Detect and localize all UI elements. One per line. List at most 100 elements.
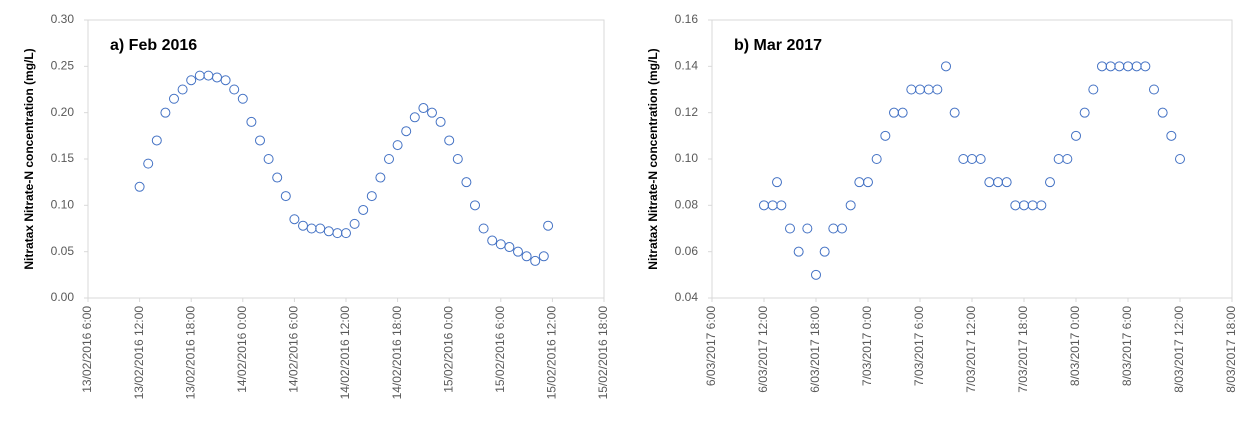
data-point: [915, 84, 925, 95]
data-point: [409, 112, 420, 123]
data-point: [495, 239, 506, 250]
data-point: [229, 84, 240, 95]
data-point: [151, 135, 162, 146]
y-tick-label: 0.30: [51, 12, 75, 26]
data-point: [478, 223, 489, 234]
data-point: [845, 200, 856, 211]
data-point: [169, 93, 179, 104]
data-point: [897, 107, 908, 118]
data-point: [889, 107, 899, 118]
data-point: [1071, 130, 1081, 141]
data-point: [306, 223, 317, 234]
data-point: [543, 220, 554, 231]
y-tick-label: 0.25: [51, 59, 75, 73]
data-point: [194, 70, 205, 81]
data-point: [1166, 130, 1177, 141]
data-point: [854, 177, 865, 188]
data-point: [418, 103, 429, 114]
data-point: [1105, 61, 1116, 72]
y-tick-label: 0.05: [51, 244, 75, 258]
data-point: [1027, 200, 1038, 211]
data-point: [767, 200, 778, 211]
data-point: [504, 242, 515, 253]
data-point: [280, 191, 291, 202]
data-point: [967, 154, 977, 164]
data-point: [177, 84, 188, 95]
data-point: [906, 84, 917, 95]
data-point: [470, 200, 480, 211]
data-point: [1157, 107, 1168, 118]
x-tick-label: 7/03/2017 0:00: [860, 306, 874, 386]
data-point: [932, 84, 943, 95]
data-point: [958, 154, 969, 164]
x-tick-label: 8/03/2017 18:00: [1224, 306, 1238, 393]
x-tick-label: 6/03/2017 6:00: [704, 306, 718, 386]
y-tick-label: 0.10: [51, 198, 75, 212]
data-point: [1097, 61, 1107, 72]
data-point: [871, 154, 882, 164]
data-point: [401, 126, 412, 137]
data-point: [461, 177, 472, 188]
data-point: [993, 177, 1003, 188]
data-point: [521, 251, 532, 262]
data-point: [143, 158, 154, 169]
data-point: [220, 75, 231, 86]
x-tick-label: 8/03/2017 12:00: [1172, 306, 1186, 393]
x-tick-label: 15/02/2016 18:00: [596, 306, 610, 400]
data-point: [203, 70, 214, 81]
x-tick-label: 14/02/2016 18:00: [390, 306, 404, 400]
data-point: [289, 214, 300, 225]
y-tick-label: 0.00: [51, 290, 75, 304]
data-point: [1062, 154, 1073, 164]
data-point: [452, 154, 463, 164]
data-point: [880, 130, 891, 141]
data-point: [1001, 177, 1012, 188]
data-point: [1175, 154, 1185, 164]
plot-frame: [711, 19, 1233, 299]
x-tick-label: 13/02/2016 18:00: [183, 306, 197, 400]
data-point: [332, 228, 343, 239]
data-point: [1131, 61, 1142, 72]
panel-label: a) Feb 2016: [110, 37, 197, 54]
data-point: [1140, 61, 1151, 72]
data-point: [785, 223, 795, 234]
x-tick-label: 13/02/2016 12:00: [132, 306, 146, 400]
data-point: [949, 107, 960, 118]
x-tick-label: 6/03/2017 12:00: [756, 306, 770, 393]
data-point: [384, 154, 394, 164]
x-tick-label: 13/02/2016 6:00: [80, 306, 94, 393]
data-point: [772, 177, 782, 188]
data-point: [392, 140, 403, 151]
data-point: [828, 223, 839, 234]
data-point: [1045, 177, 1055, 188]
data-point: [530, 255, 541, 266]
data-point: [237, 93, 248, 104]
x-tick-label: 6/03/2017 18:00: [808, 306, 822, 393]
data-point: [793, 246, 804, 257]
y-tick-label: 0.06: [675, 244, 699, 258]
y-tick-label: 0.15: [51, 151, 75, 165]
data-point: [435, 116, 446, 127]
panel-label: b) Mar 2017: [734, 37, 822, 54]
plot-frame: [87, 19, 605, 299]
chart-panel: 0.04 0.06 0.08 0.10 0.12 0.14 0.16 6/03/2017 6:…: [646, 12, 1238, 393]
x-tick-label: 15/02/2016 6:00: [493, 306, 507, 393]
data-point: [863, 177, 873, 188]
data-point: [212, 72, 222, 83]
x-tick-label: 7/03/2017 12:00: [964, 306, 978, 393]
data-point: [837, 223, 847, 234]
data-point: [341, 228, 351, 239]
data-point: [298, 220, 308, 231]
y-tick-label: 0.20: [51, 105, 75, 119]
data-point: [513, 246, 523, 257]
data-point: [975, 154, 986, 164]
data-point: [1036, 200, 1047, 211]
data-point: [1053, 154, 1064, 164]
data-point: [759, 200, 769, 211]
x-tick-label: 7/03/2017 6:00: [912, 306, 926, 386]
y-tick-label: 0.14: [675, 59, 699, 73]
x-tick-label: 15/02/2016 0:00: [441, 306, 455, 393]
y-tick-label: 0.10: [675, 151, 699, 165]
y-tick-label: 0.16: [675, 12, 699, 26]
